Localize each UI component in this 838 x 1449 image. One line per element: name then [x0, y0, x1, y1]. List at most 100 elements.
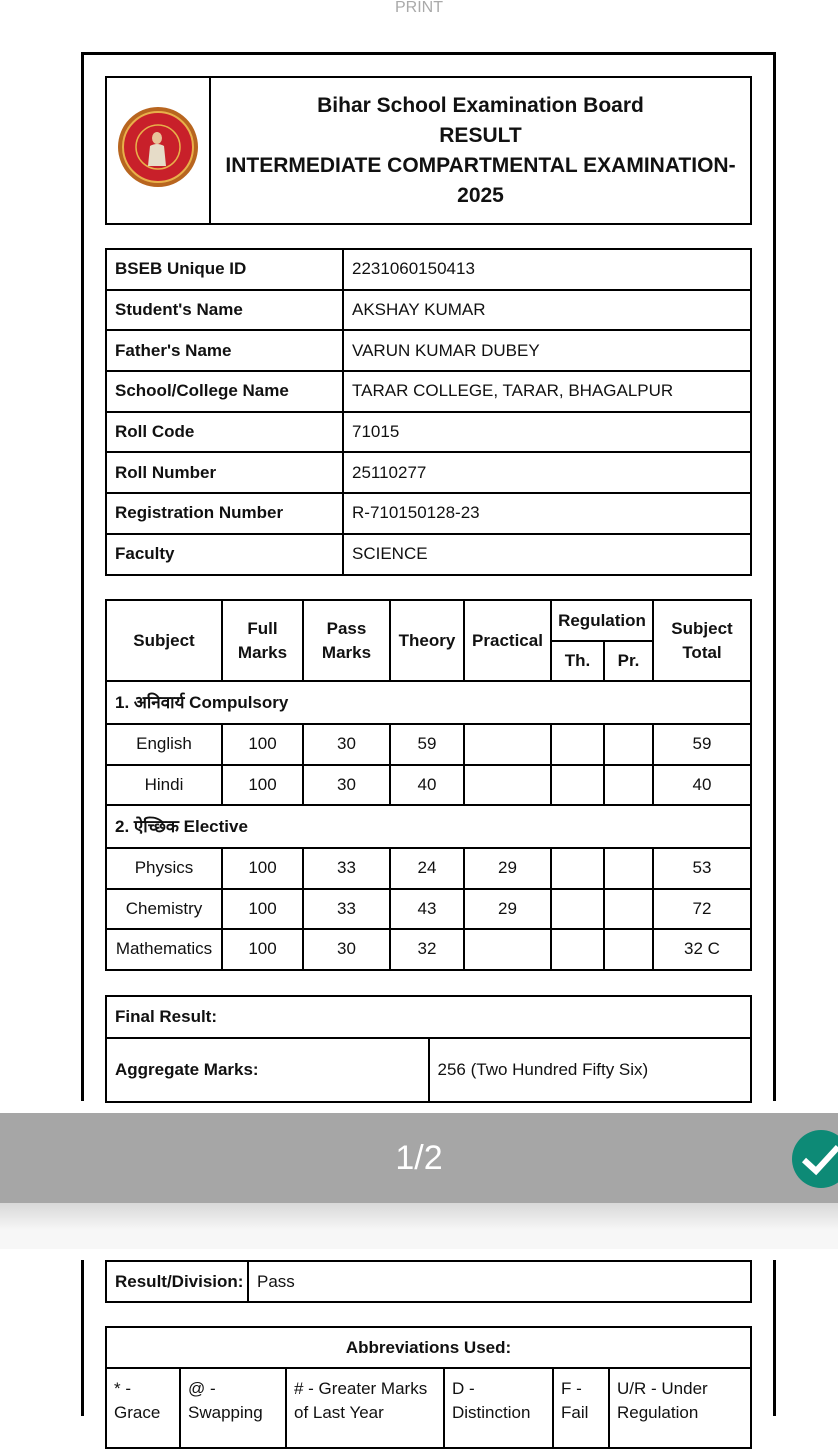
cell-full: 100: [221, 928, 304, 971]
cell-full: 100: [221, 847, 304, 890]
cell-subject: Physics: [105, 847, 223, 890]
abbreviations-title: Abbreviations Used:: [105, 1326, 752, 1369]
cell-subject: Mathematics: [105, 928, 223, 971]
aggregate-label: Aggregate Marks:: [105, 1037, 430, 1103]
cell-theory: 40: [389, 763, 465, 806]
subject-row: Physics 100 33 24 29 53: [105, 847, 752, 890]
cell-theory: 43: [389, 887, 465, 930]
header-subject: Subject: [105, 599, 223, 682]
info-value: 25110277: [342, 451, 752, 495]
info-label: Faculty: [105, 532, 344, 576]
info-row: Student's Name AKSHAY KUMAR: [105, 288, 752, 332]
cell-th: [550, 763, 605, 806]
info-row: Father's Name VARUN KUMAR DUBEY: [105, 329, 752, 373]
cell-theory: 59: [389, 723, 465, 766]
cell-total: 72: [652, 887, 752, 930]
cell-pr: [603, 847, 654, 890]
info-value: SCIENCE: [342, 532, 752, 576]
cell-practical: [463, 763, 552, 806]
student-info-table: BSEB Unique ID 2231060150413 Student's Nam…: [105, 248, 752, 576]
final-result-label: Final Result:: [105, 995, 752, 1039]
cell-subject: Chemistry: [105, 887, 223, 930]
checkmark-button[interactable]: [792, 1130, 838, 1188]
exam-name: INTERMEDIATE COMPARTMENTAL EXAMINATION-2…: [225, 153, 736, 207]
header-regulation: Regulation: [550, 599, 654, 642]
abbreviation-item: D - Distinction: [443, 1367, 554, 1449]
cell-theory: 24: [389, 847, 465, 890]
cell-th: [550, 723, 605, 766]
info-label: Registration Number: [105, 492, 344, 535]
header-reg-pr: Pr.: [603, 640, 654, 682]
checkmark-icon: [801, 1144, 838, 1176]
page-indicator: 1/2: [395, 1139, 443, 1177]
page-indicator-bar: 1/2: [0, 1113, 838, 1203]
cell-practical: [463, 723, 552, 766]
header-reg-th: Th.: [550, 640, 605, 682]
info-row: Registration Number R-710150128-23: [105, 492, 752, 535]
abbreviation-item: U/R - Under Regulation: [608, 1367, 752, 1449]
result-page-1: [81, 52, 776, 1101]
marks-table: Subject Full Marks Pass Marks Theory Pra…: [105, 599, 752, 971]
division-value: Pass: [247, 1260, 752, 1303]
result-page-2: [81, 1260, 776, 1416]
info-row: Faculty SCIENCE: [105, 532, 752, 576]
section-row: 2. ऐच्छिक Elective: [105, 804, 752, 849]
cell-pass: 30: [302, 763, 391, 806]
info-label: School/College Name: [105, 370, 344, 413]
cell-th: [550, 847, 605, 890]
info-value: R-710150128-23: [342, 492, 752, 535]
cell-pr: [603, 928, 654, 971]
info-value: 2231060150413: [342, 248, 752, 291]
header-theory: Theory: [389, 599, 465, 682]
info-value: 71015: [342, 410, 752, 454]
info-value: VARUN KUMAR DUBEY: [342, 329, 752, 373]
division-table: Result/Division: Pass: [105, 1260, 752, 1303]
subject-row: Mathematics 100 30 32 32 C: [105, 928, 752, 971]
cell-th: [550, 928, 605, 971]
final-result-table: Final Result: Aggregate Marks: 256 (Two …: [105, 995, 752, 1103]
abbreviation-item: # - Greater Marks of Last Year: [285, 1367, 445, 1449]
section-title: 2. ऐच्छिक Elective: [105, 804, 752, 849]
abbreviation-item: @ - Swapping: [179, 1367, 287, 1449]
subject-row: English 100 30 59 59: [105, 723, 752, 766]
subject-row: Chemistry 100 33 43 29 72: [105, 887, 752, 930]
cell-th: [550, 887, 605, 930]
cell-full: 100: [221, 887, 304, 930]
cell-theory: 32: [389, 928, 465, 971]
info-value: TARAR COLLEGE, TARAR, BHAGALPUR: [342, 370, 752, 413]
info-label: Student's Name: [105, 288, 344, 332]
cell-pr: [603, 887, 654, 930]
page-separator: [0, 1203, 838, 1249]
print-label[interactable]: PRINT: [395, 0, 443, 16]
info-value: AKSHAY KUMAR: [342, 288, 752, 332]
abbreviation-item: F - Fail: [552, 1367, 610, 1449]
header-full-marks: Full Marks: [221, 599, 304, 682]
cell-full: 100: [221, 763, 304, 806]
abbreviation-item: * - Grace: [105, 1367, 181, 1449]
bseb-seal-icon: [118, 107, 198, 187]
section-row: 1. अनिवार्य Compulsory: [105, 680, 752, 725]
cell-pr: [603, 763, 654, 806]
result-header: Bihar School Examination Board RESULT IN…: [105, 76, 752, 225]
abbreviations-table: Abbreviations Used: * - Grace @ - Swappin…: [105, 1326, 752, 1449]
cell-pr: [603, 723, 654, 766]
cell-subject: Hindi: [105, 763, 223, 806]
cell-practical: [463, 928, 552, 971]
info-label: Roll Number: [105, 451, 344, 495]
info-row: Roll Code 71015: [105, 410, 752, 454]
info-row: Roll Number 25110277: [105, 451, 752, 495]
aggregate-value: 256 (Two Hundred Fifty Six): [427, 1037, 752, 1103]
cell-practical: 29: [463, 847, 552, 890]
cell-practical: 29: [463, 887, 552, 930]
cell-pass: 30: [302, 723, 391, 766]
header-subject-total: Subject Total: [652, 599, 752, 682]
cell-pass: 30: [302, 928, 391, 971]
cell-total: 59: [652, 723, 752, 766]
result-heading: RESULT: [439, 123, 522, 147]
board-name: Bihar School Examination Board: [317, 93, 644, 117]
cell-pass: 33: [302, 847, 391, 890]
cell-full: 100: [221, 723, 304, 766]
info-label: Roll Code: [105, 410, 344, 454]
section-title: 1. अनिवार्य Compulsory: [105, 680, 752, 725]
info-label: Father's Name: [105, 329, 344, 373]
